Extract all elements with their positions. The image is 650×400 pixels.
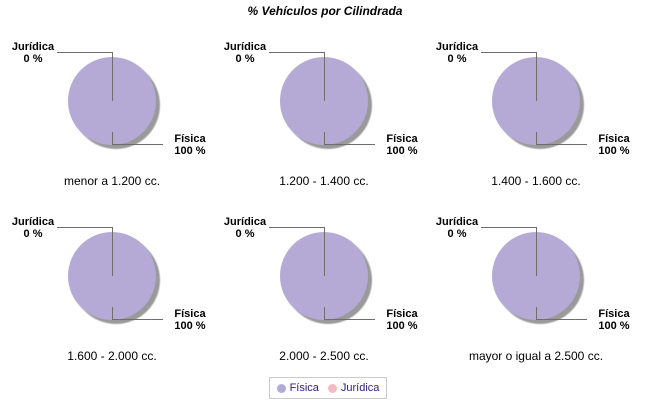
fisica-percent-text: 100 % bbox=[386, 320, 418, 332]
pie-chart-cell: Jurídica 0 % Física 100 % 2.000 - 2.500 … bbox=[218, 213, 430, 373]
fisica-name-text: Física bbox=[386, 133, 418, 145]
pie-chart-cell: Jurídica 0 % Física 100 % mayor o igual … bbox=[430, 213, 642, 373]
fisica-slice-label: Física 100 % bbox=[377, 133, 427, 157]
juridica-slice-line bbox=[324, 52, 325, 101]
juridica-leader-line bbox=[269, 227, 325, 228]
juridica-name-text: Jurídica bbox=[223, 216, 267, 228]
fisica-slice-label: Física 100 % bbox=[377, 308, 427, 332]
juridica-slice-label: Jurídica 0 % bbox=[8, 41, 58, 65]
juridica-percent-text: 0 % bbox=[447, 53, 467, 65]
chart-title: % Vehículos por Cilindrada bbox=[247, 4, 403, 18]
juridica-percent-text: 0 % bbox=[23, 53, 43, 65]
juridica-name-text: Jurídica bbox=[223, 41, 267, 53]
fisica-name-text: Física bbox=[598, 308, 630, 320]
juridica-slice-line bbox=[112, 227, 113, 276]
pie-chart-cell: Jurídica 0 % Física 100 % 1.400 - 1.600 … bbox=[430, 38, 642, 198]
fisica-slice-label: Física 100 % bbox=[165, 133, 215, 157]
pie-chart-cell: Jurídica 0 % Física 100 % menor a 1.200 … bbox=[6, 38, 218, 198]
fisica-leader-tick bbox=[536, 307, 537, 320]
juridica-name-text: Jurídica bbox=[435, 41, 479, 53]
fisica-leader-line bbox=[536, 319, 587, 320]
legend-label-fisica: Física bbox=[289, 382, 319, 394]
juridica-leader-line bbox=[269, 52, 325, 53]
fisica-leader-tick bbox=[112, 132, 113, 145]
fisica-percent-text: 100 % bbox=[598, 320, 630, 332]
juridica-percent-text: 0 % bbox=[235, 53, 255, 65]
fisica-leader-tick bbox=[324, 132, 325, 145]
legend: Física Jurídica bbox=[269, 377, 387, 399]
fisica-leader-line bbox=[112, 319, 163, 320]
juridica-slice-line bbox=[536, 227, 537, 276]
juridica-name-text: Jurídica bbox=[11, 41, 55, 53]
fisica-percent-text: 100 % bbox=[174, 320, 206, 332]
legend-item-juridica: Jurídica bbox=[327, 382, 380, 394]
juridica-leader-line bbox=[57, 227, 113, 228]
pie-category-label: 1.400 - 1.600 cc. bbox=[491, 174, 581, 188]
fisica-percent-text: 100 % bbox=[174, 145, 206, 157]
fisica-slice-label: Física 100 % bbox=[165, 308, 215, 332]
juridica-swatch-icon bbox=[327, 383, 337, 393]
pie-chart-cell: Jurídica 0 % Física 100 % 1.200 - 1.400 … bbox=[218, 38, 430, 198]
juridica-slice-line bbox=[324, 227, 325, 276]
pie-category-label: 2.000 - 2.500 cc. bbox=[279, 349, 369, 363]
juridica-name-text: Jurídica bbox=[11, 216, 55, 228]
fisica-slice-label: Física 100 % bbox=[589, 133, 639, 157]
juridica-slice-label: Jurídica 0 % bbox=[432, 216, 482, 240]
juridica-slice-label: Jurídica 0 % bbox=[220, 216, 270, 240]
juridica-slice-line bbox=[112, 52, 113, 101]
juridica-slice-line bbox=[536, 52, 537, 101]
pie-category-label: 1.200 - 1.400 cc. bbox=[279, 174, 369, 188]
juridica-leader-line bbox=[481, 52, 537, 53]
fisica-leader-tick bbox=[324, 307, 325, 320]
juridica-percent-text: 0 % bbox=[447, 228, 467, 240]
juridica-leader-line bbox=[57, 52, 113, 53]
fisica-leader-line bbox=[324, 144, 375, 145]
fisica-name-text: Física bbox=[386, 308, 418, 320]
fisica-leader-tick bbox=[112, 307, 113, 320]
fisica-leader-line bbox=[112, 144, 163, 145]
juridica-slice-label: Jurídica 0 % bbox=[432, 41, 482, 65]
juridica-slice-label: Jurídica 0 % bbox=[220, 41, 270, 65]
pie-category-label: menor a 1.200 cc. bbox=[63, 174, 161, 188]
fisica-leader-line bbox=[324, 319, 375, 320]
legend-label-juridica: Jurídica bbox=[340, 382, 380, 394]
fisica-swatch-icon bbox=[276, 383, 286, 393]
fisica-name-text: Física bbox=[174, 133, 206, 145]
fisica-name-text: Física bbox=[598, 133, 630, 145]
juridica-leader-line bbox=[481, 227, 537, 228]
legend-item-fisica: Física bbox=[276, 382, 319, 394]
fisica-percent-text: 100 % bbox=[386, 145, 418, 157]
fisica-slice-label: Física 100 % bbox=[589, 308, 639, 332]
fisica-percent-text: 100 % bbox=[598, 145, 630, 157]
pie-category-label: mayor o igual a 2.500 cc. bbox=[468, 349, 604, 363]
juridica-name-text: Jurídica bbox=[435, 216, 479, 228]
juridica-percent-text: 0 % bbox=[235, 228, 255, 240]
juridica-percent-text: 0 % bbox=[23, 228, 43, 240]
fisica-leader-line bbox=[536, 144, 587, 145]
juridica-slice-label: Jurídica 0 % bbox=[8, 216, 58, 240]
pie-chart-cell: Jurídica 0 % Física 100 % 1.600 - 2.000 … bbox=[6, 213, 218, 373]
fisica-leader-tick bbox=[536, 132, 537, 145]
fisica-name-text: Física bbox=[174, 308, 206, 320]
pie-category-label: 1.600 - 2.000 cc. bbox=[67, 349, 157, 363]
